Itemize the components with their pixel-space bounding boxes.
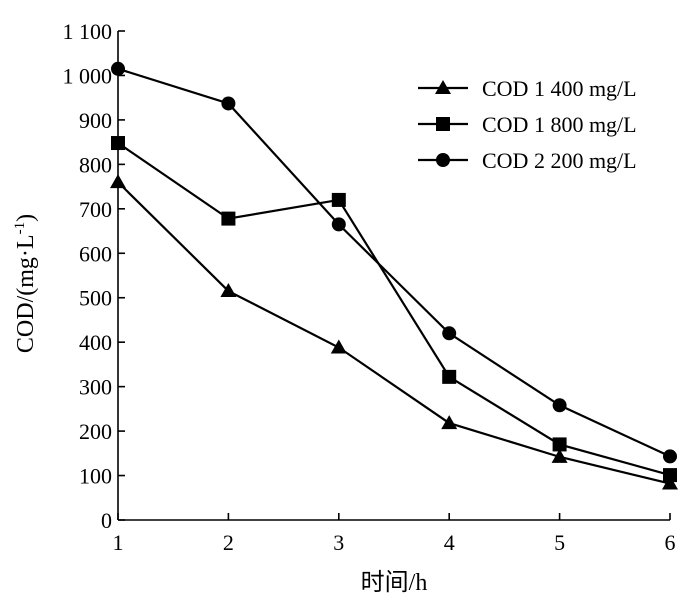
y-tick-label: 1 100 — [63, 19, 113, 44]
data-point-square — [111, 136, 125, 151]
legend-item: COD 2 200 mg/L — [418, 148, 637, 173]
data-point-triangle — [110, 174, 126, 189]
legend-marker-circle — [436, 153, 450, 167]
series-square — [111, 136, 677, 483]
series-triangle — [110, 174, 678, 490]
data-point-circle — [442, 326, 457, 341]
y-tick-label: 0 — [101, 508, 112, 533]
data-point-square — [552, 437, 567, 452]
data-point-square — [331, 192, 346, 207]
x-tick-label: 6 — [665, 530, 676, 555]
data-point-triangle — [220, 283, 237, 298]
x-tick-label: 4 — [444, 530, 455, 555]
legend-label: COD 1 400 mg/L — [482, 76, 637, 101]
y-tick-label: 500 — [79, 286, 112, 311]
data-point-square — [221, 211, 236, 226]
y-tick-label: 200 — [79, 419, 112, 444]
y-tick-label: 600 — [79, 241, 112, 266]
data-point-triangle — [662, 475, 678, 490]
legend-item: COD 1 400 mg/L — [418, 76, 637, 101]
data-point-square — [442, 369, 457, 384]
y-tick-label: 100 — [79, 464, 112, 489]
x-tick-label: 3 — [333, 530, 344, 555]
data-point-square — [663, 468, 677, 483]
y-tick-label: 700 — [79, 197, 112, 222]
y-tick-label: 300 — [79, 375, 112, 400]
series-line-square — [117, 142, 671, 477]
data-point-circle — [331, 217, 346, 232]
legend-marker-triangle — [435, 80, 451, 94]
x-tick-label: 2 — [223, 530, 234, 555]
legend: COD 1 400 mg/L COD 1 800 mg/L COD 2 200 mg… — [418, 76, 637, 173]
y-tick-label: 800 — [79, 152, 112, 177]
series-line-triangle — [117, 181, 671, 485]
series-circle — [111, 61, 677, 464]
legend-marker-square — [436, 117, 450, 131]
data-point-circle — [111, 61, 125, 76]
data-point-triangle — [551, 448, 568, 463]
data-point-circle — [663, 449, 677, 464]
y-axis-label: COD/(mg·L-1) — [12, 214, 39, 353]
data-point-triangle — [441, 415, 458, 430]
data-point-circle — [221, 96, 236, 111]
series-line-circle — [117, 67, 671, 458]
data-point-triangle — [330, 339, 347, 354]
legend-label: COD 2 200 mg/L — [482, 148, 637, 173]
legend-label: COD 1 800 mg/L — [482, 112, 637, 137]
y-tick-label: 900 — [79, 108, 112, 133]
legend-item: COD 1 800 mg/L — [418, 112, 637, 137]
series-layer — [110, 61, 678, 490]
y-tick-label: 400 — [79, 330, 112, 355]
axes: 0 100 200 300 400 500 600 700 800 900 1 000 1 100 1 2… — [12, 19, 676, 596]
data-point-circle — [552, 398, 567, 413]
x-tick-label: 5 — [554, 530, 565, 555]
x-axis-label: 时间/h — [361, 569, 428, 596]
x-tick-label: 1 — [113, 530, 124, 555]
y-tick-label: 1 000 — [63, 63, 113, 88]
